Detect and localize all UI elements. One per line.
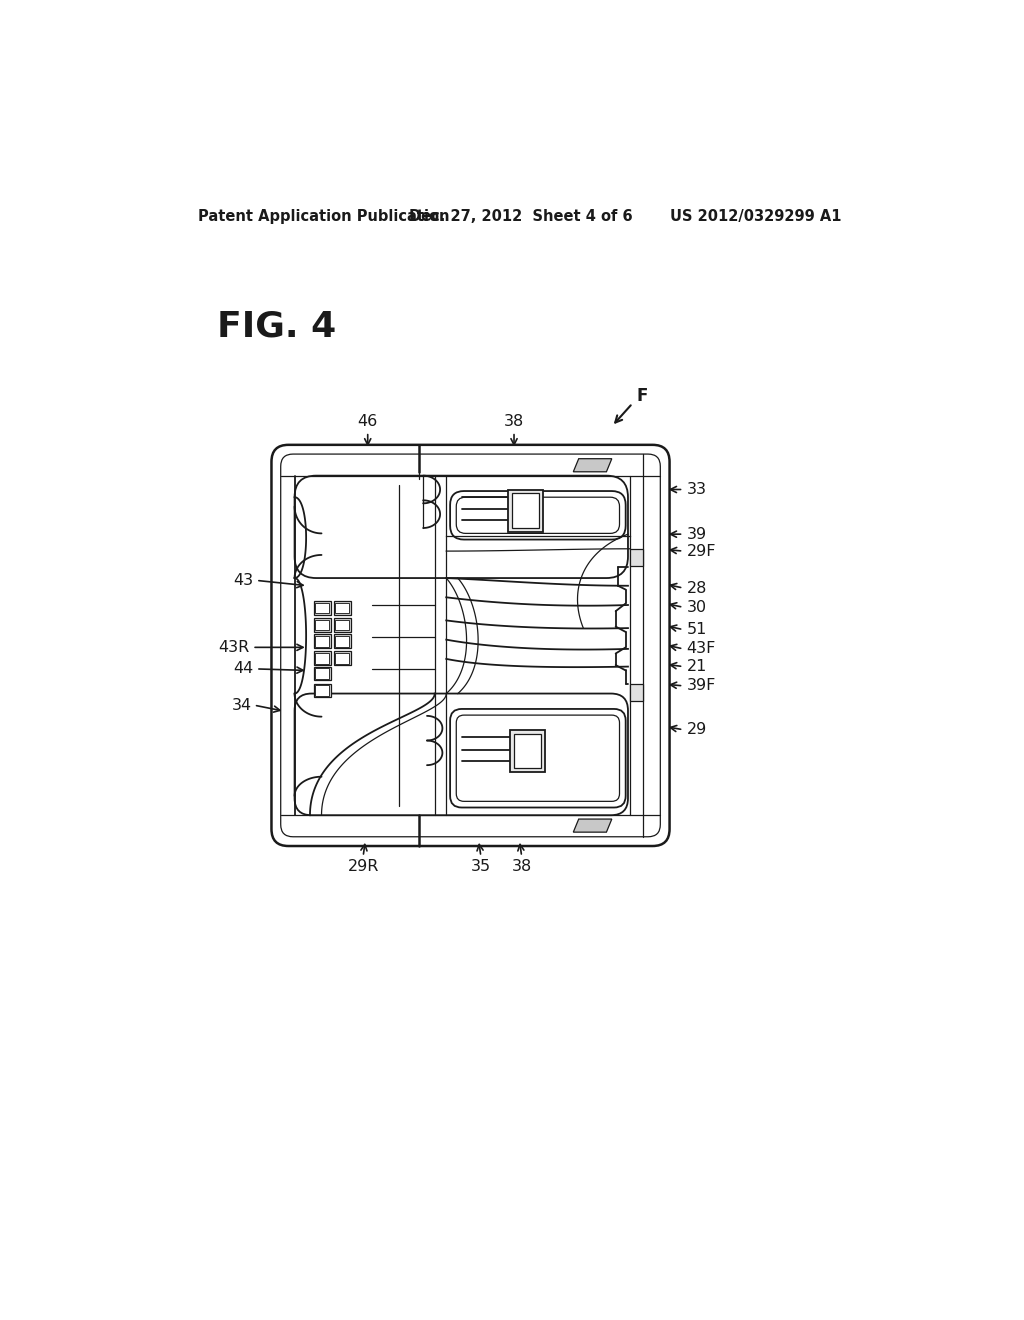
Text: US 2012/0329299 A1: US 2012/0329299 A1 <box>670 209 841 223</box>
Bar <box>315 685 330 696</box>
Text: 38: 38 <box>504 414 524 429</box>
Text: 39F: 39F <box>686 678 716 693</box>
Text: Patent Application Publication: Patent Application Publication <box>199 209 450 223</box>
FancyBboxPatch shape <box>451 709 626 808</box>
Bar <box>313 651 331 665</box>
FancyBboxPatch shape <box>271 445 670 846</box>
Text: 29R: 29R <box>347 859 379 874</box>
FancyBboxPatch shape <box>457 498 620 533</box>
Bar <box>313 618 331 632</box>
Bar <box>313 667 331 681</box>
Text: 35: 35 <box>471 859 490 874</box>
Text: 44: 44 <box>233 661 254 676</box>
Text: 28: 28 <box>686 581 707 595</box>
Bar <box>334 635 351 648</box>
Bar <box>315 619 330 631</box>
Text: 38: 38 <box>512 859 531 874</box>
Text: 29F: 29F <box>686 544 716 558</box>
Text: 29: 29 <box>686 722 707 738</box>
Bar <box>336 636 349 647</box>
Bar <box>336 653 349 664</box>
Polygon shape <box>573 459 611 471</box>
Text: 33: 33 <box>686 482 707 498</box>
Bar <box>334 618 351 632</box>
Text: FIG. 4: FIG. 4 <box>217 309 336 343</box>
Bar <box>315 603 330 614</box>
Polygon shape <box>573 818 611 832</box>
Bar <box>514 734 541 768</box>
Bar <box>512 494 539 528</box>
Bar <box>313 635 331 648</box>
Text: 21: 21 <box>686 659 707 675</box>
Bar <box>315 653 330 664</box>
Text: 43R: 43R <box>219 640 250 655</box>
Text: 43: 43 <box>233 573 254 587</box>
Bar <box>508 490 543 532</box>
Bar <box>313 601 331 615</box>
Text: Dec. 27, 2012  Sheet 4 of 6: Dec. 27, 2012 Sheet 4 of 6 <box>410 209 633 223</box>
Bar <box>334 651 351 665</box>
Text: 43F: 43F <box>686 642 716 656</box>
Bar <box>630 549 643 566</box>
Text: 39: 39 <box>686 527 707 541</box>
Bar <box>336 619 349 631</box>
Text: 34: 34 <box>231 697 252 713</box>
Text: 51: 51 <box>686 622 707 638</box>
FancyBboxPatch shape <box>457 715 620 801</box>
FancyBboxPatch shape <box>295 475 628 578</box>
Bar <box>334 601 351 615</box>
FancyBboxPatch shape <box>295 693 628 816</box>
Bar <box>630 684 643 701</box>
Text: 30: 30 <box>686 599 707 615</box>
FancyBboxPatch shape <box>451 491 626 540</box>
Bar <box>313 684 331 697</box>
Text: 46: 46 <box>357 414 378 429</box>
Bar <box>336 603 349 614</box>
Bar <box>315 636 330 647</box>
Bar <box>510 730 545 772</box>
Text: F: F <box>637 387 648 404</box>
Bar <box>315 668 330 678</box>
